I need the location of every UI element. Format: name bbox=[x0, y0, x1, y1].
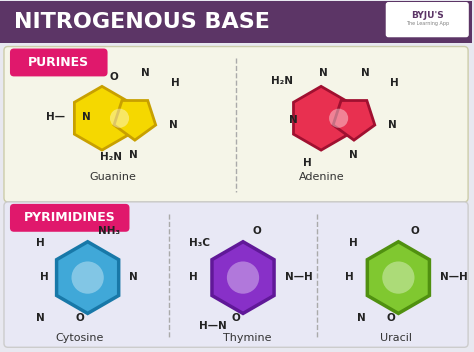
Text: N: N bbox=[129, 150, 138, 160]
Text: H₂N: H₂N bbox=[271, 76, 293, 86]
Text: H: H bbox=[189, 272, 198, 282]
Circle shape bbox=[227, 262, 259, 294]
Text: H: H bbox=[391, 78, 399, 88]
Circle shape bbox=[329, 109, 348, 128]
Text: N: N bbox=[319, 68, 328, 78]
Text: N: N bbox=[388, 120, 397, 130]
Text: H: H bbox=[303, 158, 311, 168]
Text: O: O bbox=[253, 226, 262, 236]
Text: PURINES: PURINES bbox=[28, 56, 89, 69]
Text: NITROGENOUS BASE: NITROGENOUS BASE bbox=[14, 12, 270, 32]
Text: H: H bbox=[348, 238, 357, 248]
Text: H₂N: H₂N bbox=[100, 152, 122, 162]
FancyBboxPatch shape bbox=[386, 3, 468, 37]
Circle shape bbox=[72, 262, 104, 294]
Text: PYRIMIDINES: PYRIMIDINES bbox=[24, 211, 116, 224]
Text: N: N bbox=[129, 272, 138, 282]
Text: H: H bbox=[345, 272, 353, 282]
Text: Cytosine: Cytosine bbox=[56, 333, 104, 343]
FancyBboxPatch shape bbox=[4, 46, 468, 202]
Text: O: O bbox=[410, 226, 419, 236]
Text: N: N bbox=[356, 313, 365, 323]
Text: NH₃: NH₃ bbox=[98, 226, 120, 236]
Circle shape bbox=[110, 109, 129, 128]
Polygon shape bbox=[56, 242, 118, 313]
Polygon shape bbox=[333, 101, 375, 140]
Text: Uracil: Uracil bbox=[381, 333, 412, 343]
Text: N—H: N—H bbox=[285, 272, 312, 282]
FancyBboxPatch shape bbox=[10, 204, 129, 232]
Text: N: N bbox=[289, 115, 298, 125]
Text: O: O bbox=[109, 73, 118, 82]
Circle shape bbox=[382, 262, 414, 294]
Text: H—: H— bbox=[46, 112, 65, 122]
Polygon shape bbox=[74, 86, 129, 150]
Text: H: H bbox=[40, 272, 49, 282]
Polygon shape bbox=[293, 86, 349, 150]
Polygon shape bbox=[212, 242, 274, 313]
Text: N: N bbox=[141, 68, 150, 78]
Text: Guanine: Guanine bbox=[90, 172, 137, 182]
FancyBboxPatch shape bbox=[10, 49, 108, 76]
Text: H: H bbox=[36, 238, 45, 248]
Polygon shape bbox=[114, 101, 155, 140]
Text: The Learning App: The Learning App bbox=[406, 21, 449, 26]
Text: O: O bbox=[76, 313, 84, 323]
Text: N: N bbox=[82, 112, 91, 122]
Text: Thymine: Thymine bbox=[223, 333, 272, 343]
FancyBboxPatch shape bbox=[0, 1, 472, 43]
Polygon shape bbox=[367, 242, 429, 313]
Text: N: N bbox=[361, 68, 369, 78]
Text: BYJU'S: BYJU'S bbox=[411, 11, 444, 20]
Text: N: N bbox=[348, 150, 357, 160]
Text: N: N bbox=[36, 313, 45, 323]
Text: O: O bbox=[386, 313, 395, 323]
FancyBboxPatch shape bbox=[4, 202, 468, 347]
Text: N: N bbox=[169, 120, 178, 130]
Text: H₃C: H₃C bbox=[189, 238, 210, 248]
Text: H: H bbox=[171, 78, 180, 88]
Text: Adenine: Adenine bbox=[299, 172, 345, 182]
Text: N—H: N—H bbox=[440, 272, 468, 282]
Text: O: O bbox=[231, 313, 240, 323]
Text: H—N: H—N bbox=[199, 321, 227, 331]
